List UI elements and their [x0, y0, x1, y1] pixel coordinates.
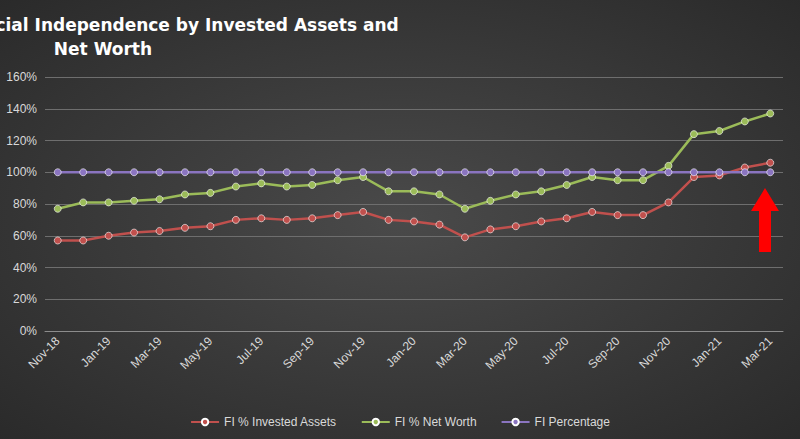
- svg-text:Sep-20: Sep-20: [585, 334, 622, 371]
- svg-text:60%: 60%: [13, 229, 37, 243]
- svg-text:Jan-19: Jan-19: [78, 334, 114, 370]
- svg-text:Jul-20: Jul-20: [539, 334, 572, 367]
- svg-text:80%: 80%: [13, 197, 37, 211]
- svg-text:Nov-20: Nov-20: [636, 334, 673, 371]
- svg-text:Net Worth: Net Worth: [48, 39, 152, 59]
- svg-text:120%: 120%: [6, 134, 37, 148]
- svg-text:Nov-19: Nov-19: [331, 334, 368, 371]
- svg-text:160%: 160%: [6, 70, 37, 84]
- svg-text:Mar-19: Mar-19: [128, 334, 165, 371]
- svg-text:40%: 40%: [13, 261, 37, 275]
- svg-text:May-20: May-20: [483, 334, 521, 372]
- svg-text:Mar-20: Mar-20: [433, 334, 470, 371]
- svg-text:Jan-20: Jan-20: [383, 334, 419, 370]
- svg-text:Jul-19: Jul-19: [233, 334, 266, 367]
- svg-text:FI Percentage: FI Percentage: [535, 415, 611, 429]
- svg-text:Sep-19: Sep-19: [280, 334, 317, 371]
- svg-text:140%: 140%: [6, 102, 37, 116]
- svg-text:Jan-21: Jan-21: [689, 334, 725, 370]
- svg-text:100%: 100%: [6, 165, 37, 179]
- svg-text:FI % Net Worth: FI % Net Worth: [395, 415, 477, 429]
- svg-text:Nov-18: Nov-18: [25, 334, 62, 371]
- svg-text:0%: 0%: [20, 324, 38, 338]
- svg-text:20%: 20%: [13, 292, 37, 306]
- svg-text:Mar-21: Mar-21: [738, 334, 775, 371]
- svg-text:May-19: May-19: [177, 334, 215, 372]
- svg-text:FI % Invested Assets: FI % Invested Assets: [224, 415, 336, 429]
- svg-text:Percentage to Financial Indepe: Percentage to Financial Independence by …: [0, 15, 399, 35]
